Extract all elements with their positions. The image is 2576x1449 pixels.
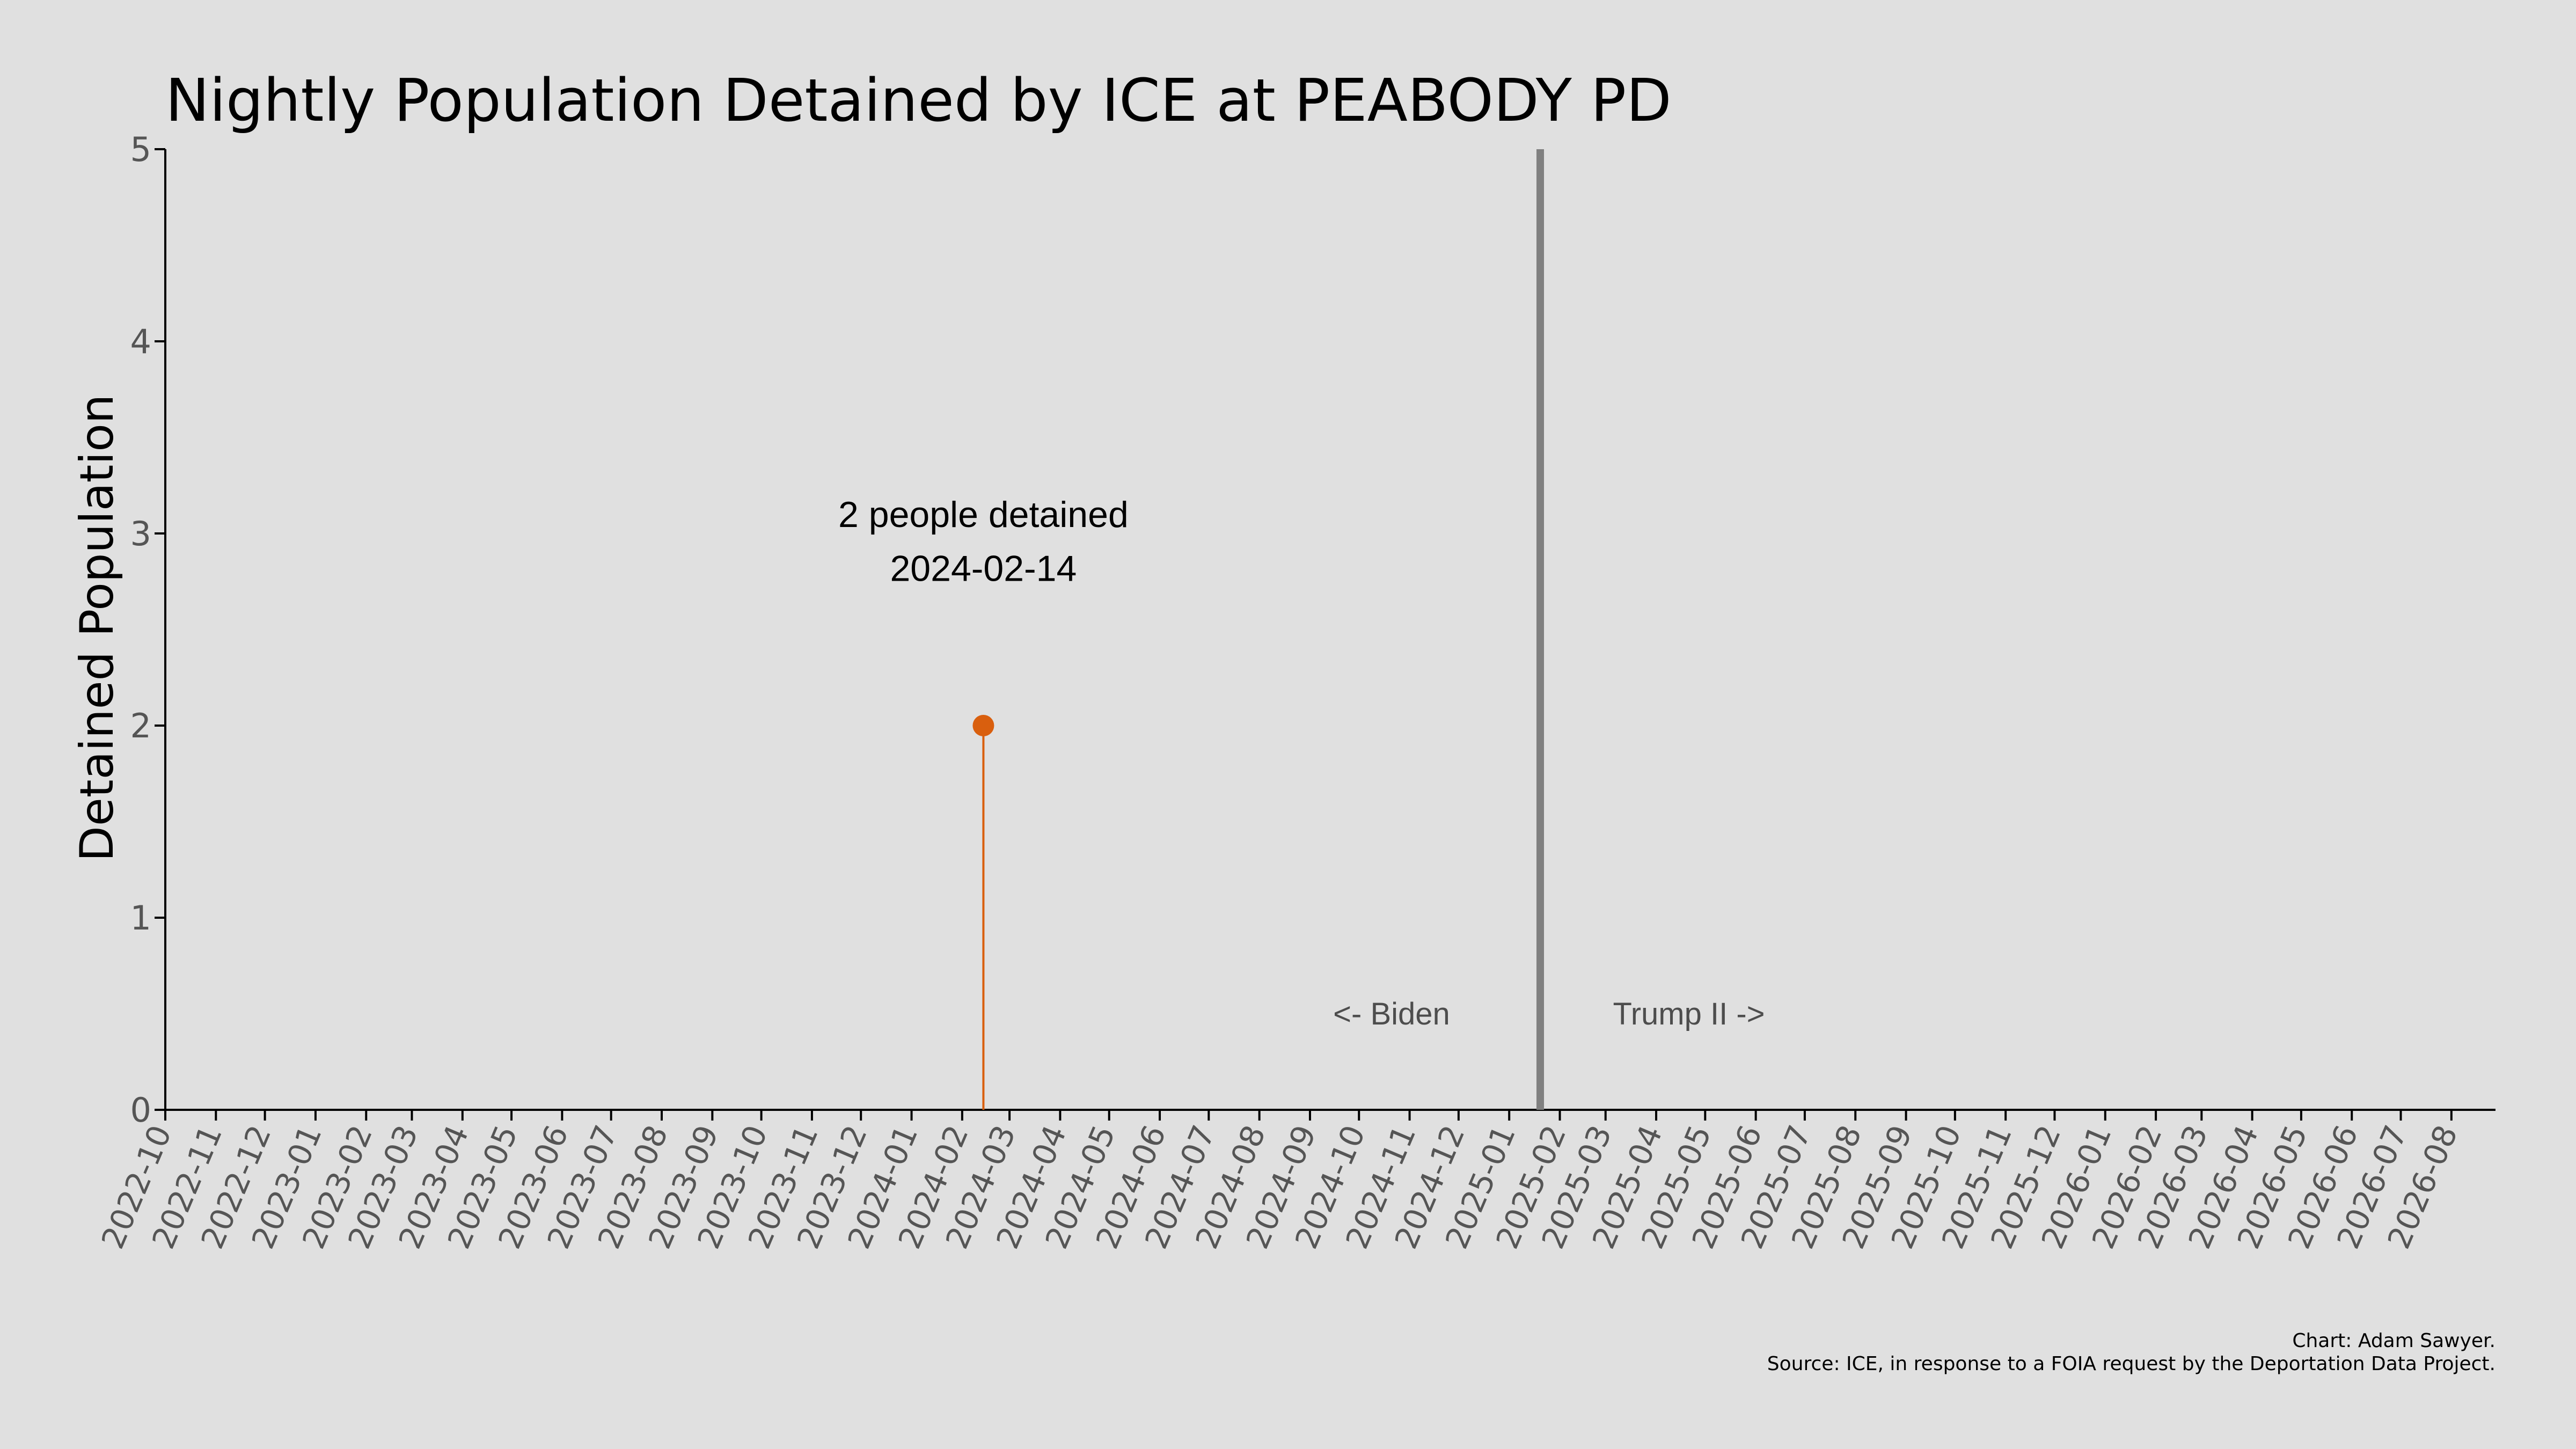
axes <box>164 149 2496 1111</box>
y-tick-label: 0 <box>130 1091 151 1130</box>
annotations: 2 people detained 2024-02-14 <- Biden Tr… <box>838 494 1765 1031</box>
caption-author: Chart: Adam Sawyer. <box>2292 1330 2496 1352</box>
y-tick-label: 3 <box>130 514 151 553</box>
caption-source: Source: ICE, in response to a FOIA reque… <box>1767 1353 2496 1375</box>
data-marks <box>972 149 1544 1110</box>
era-label-trump: Trump II -> <box>1613 997 1765 1031</box>
data-point <box>972 715 994 736</box>
y-axis-ticks: 0 1 2 3 4 5 <box>130 130 165 1130</box>
y-axis-label: Detained Population <box>70 394 124 862</box>
y-tick-label: 1 <box>130 898 151 938</box>
y-tick-label: 2 <box>130 706 151 745</box>
y-tick-label: 4 <box>130 322 151 361</box>
peak-annotation-date: 2024-02-14 <box>890 548 1077 589</box>
y-tick-label: 5 <box>130 130 151 169</box>
chart-title: Nightly Population Detained by ICE at PE… <box>165 66 1672 135</box>
era-label-biden: <- Biden <box>1333 997 1450 1031</box>
peak-annotation-count: 2 people detained <box>838 494 1129 535</box>
x-axis-ticks: 2022-102022-112022-122023-012023-022023-… <box>94 1110 2465 1254</box>
